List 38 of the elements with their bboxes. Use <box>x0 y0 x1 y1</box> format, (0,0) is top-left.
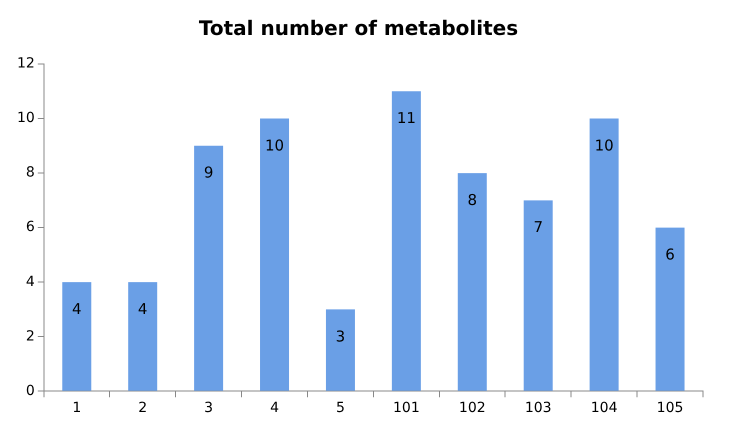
bar <box>656 228 685 391</box>
y-tick-label: 8 <box>26 164 35 181</box>
data-label: 4 <box>138 300 148 318</box>
data-label: 7 <box>533 218 543 236</box>
y-tick-label: 12 <box>16 56 35 72</box>
x-tick-label: 3 <box>204 400 214 416</box>
data-label: 10 <box>594 136 614 154</box>
bar <box>392 91 421 391</box>
y-tick-label: 0 <box>26 382 35 399</box>
bar <box>326 309 355 391</box>
x-tick-label: 2 <box>138 400 148 416</box>
bar <box>590 118 619 391</box>
y-tick-label: 4 <box>26 274 35 290</box>
chart-title: Total number of metabolites <box>198 16 518 40</box>
data-label: 9 <box>204 164 214 182</box>
x-tick-label: 101 <box>393 400 420 416</box>
data-label: 8 <box>468 190 478 209</box>
x-tick-label: 105 <box>656 400 684 416</box>
bar <box>524 200 553 391</box>
bar <box>62 282 92 391</box>
x-tick-label: 103 <box>524 400 552 416</box>
data-label: 3 <box>336 327 346 346</box>
data-label: 10 <box>264 136 284 154</box>
y-tick-label: 2 <box>26 328 35 344</box>
y-tick-label: 6 <box>26 219 35 236</box>
bar <box>260 118 290 391</box>
data-label: 6 <box>665 245 675 264</box>
x-tick-label: 5 <box>336 400 345 416</box>
x-tick-label: 4 <box>270 400 280 416</box>
bar <box>128 282 158 391</box>
y-tick-label: 10 <box>16 110 35 126</box>
x-tick-label: 1 <box>72 400 82 416</box>
data-label: 4 <box>72 300 82 318</box>
bar <box>194 146 224 391</box>
data-label: 11 <box>396 109 416 128</box>
x-tick-label: 104 <box>590 400 618 416</box>
bar <box>458 173 487 391</box>
x-tick-label: 102 <box>458 400 486 416</box>
